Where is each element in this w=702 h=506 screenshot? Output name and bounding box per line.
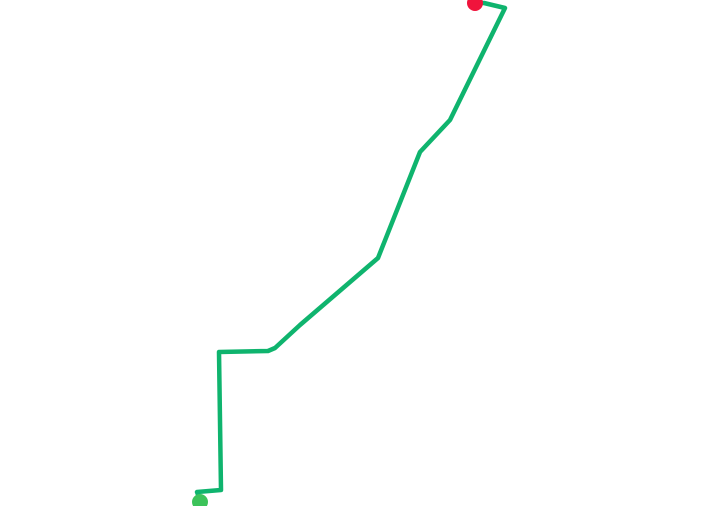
- end-marker[interactable]: [467, 0, 483, 11]
- route-line: [194, 0, 508, 503]
- start-marker[interactable]: [192, 494, 208, 506]
